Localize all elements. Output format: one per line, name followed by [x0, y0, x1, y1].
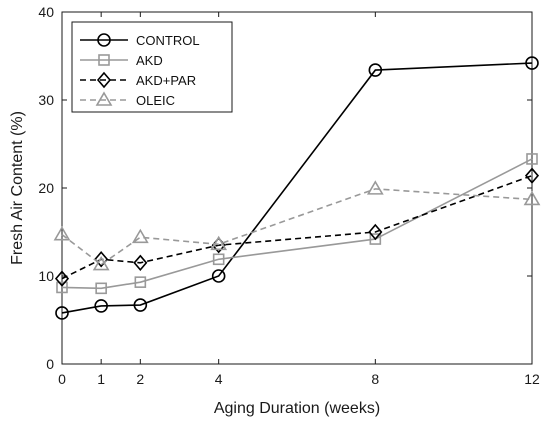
- x-axis-label: Aging Duration (weeks): [214, 400, 380, 417]
- y-tick-label: 10: [38, 268, 54, 284]
- legend-label: OLEIC: [136, 93, 175, 108]
- legend-box: [71, 21, 233, 113]
- y-axis-label: Fresh Air Content (%): [9, 111, 26, 265]
- series-line: [61, 174, 533, 280]
- x-tick-label: 0: [58, 371, 66, 387]
- x-tick-label: 2: [136, 371, 144, 387]
- data-point: [95, 282, 107, 295]
- data-point: [133, 254, 148, 272]
- data-point: [211, 269, 226, 283]
- data-point: [212, 253, 225, 266]
- data-point: [210, 235, 228, 251]
- data-point: [523, 190, 541, 206]
- legend-marker: [97, 33, 111, 47]
- data-point: [54, 270, 70, 287]
- data-point: [133, 298, 148, 312]
- legend-label: AKD: [136, 53, 163, 68]
- x-tick-label: 12: [524, 371, 540, 387]
- data-point: [94, 299, 108, 313]
- data-point: [369, 233, 382, 245]
- series-layer: [53, 56, 541, 320]
- series-line: [61, 158, 533, 290]
- x-tick-label: 1: [97, 371, 105, 387]
- legend-marker: [98, 54, 110, 66]
- legend-item: AKD: [80, 53, 163, 68]
- data-point: [55, 306, 69, 320]
- legend-marker: [96, 71, 112, 89]
- data-point: [526, 153, 538, 165]
- legend-marker: [95, 91, 113, 106]
- data-point: [368, 223, 383, 241]
- x-axis: 0 1 2 4 8 12: [58, 12, 540, 387]
- data-point: [53, 226, 71, 241]
- data-point: [92, 255, 110, 271]
- series-oleic: [53, 180, 541, 271]
- legend-item: AKD+PAR: [80, 71, 196, 89]
- data-point: [56, 281, 68, 294]
- data-point: [131, 228, 149, 244]
- data-point: [94, 251, 109, 268]
- x-tick-label: 8: [371, 371, 379, 387]
- series-akd: [56, 153, 538, 295]
- y-tick-label: 0: [46, 356, 54, 372]
- y-tick-label: 30: [38, 92, 54, 108]
- legend-item: OLEIC: [80, 91, 175, 108]
- series-control: [55, 56, 539, 320]
- legend-label: CONTROL: [136, 33, 200, 48]
- data-point: [366, 180, 384, 195]
- series-line: [61, 188, 533, 266]
- y-tick-label: 20: [38, 180, 54, 196]
- data-point: [525, 56, 539, 70]
- data-point: [524, 167, 540, 184]
- x-tick-label: 4: [215, 371, 223, 387]
- data-point: [368, 63, 383, 77]
- legend: CONTROL AKD AKD+PAR OLEIC: [71, 21, 233, 113]
- y-tick-label: 40: [38, 4, 54, 20]
- legend-label: AKD+PAR: [136, 73, 196, 88]
- legend-item: CONTROL: [80, 33, 200, 48]
- data-point: [134, 276, 147, 288]
